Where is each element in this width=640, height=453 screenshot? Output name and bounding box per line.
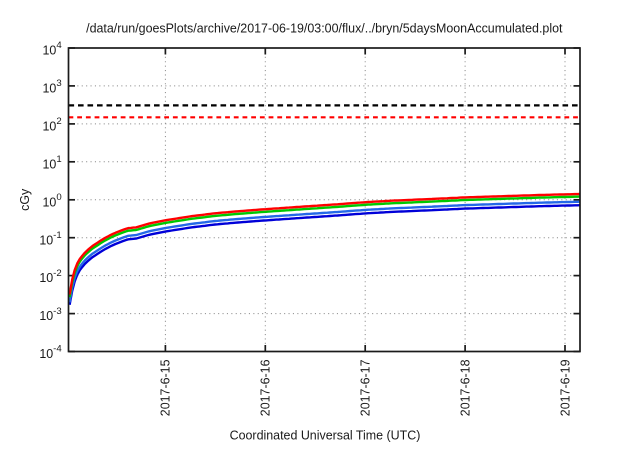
svg-text:cGy: cGy — [18, 188, 32, 211]
svg-text:/data/run/goesPlots/archive/20: /data/run/goesPlots/archive/2017-06-19/0… — [86, 22, 563, 36]
svg-text:Coordinated Universal Time (UT: Coordinated Universal Time (UTC) — [230, 429, 421, 443]
svg-text:2017-6-17: 2017-6-17 — [359, 359, 373, 416]
svg-text:2017-6-16: 2017-6-16 — [259, 359, 273, 416]
svg-text:2017-6-18: 2017-6-18 — [458, 359, 472, 416]
svg-text:2017-6-15: 2017-6-15 — [159, 359, 173, 416]
svg-text:2017-6-19: 2017-6-19 — [558, 359, 572, 416]
